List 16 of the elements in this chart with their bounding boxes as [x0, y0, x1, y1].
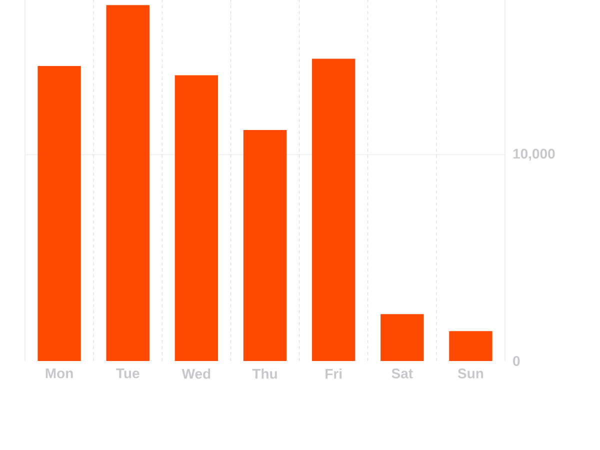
bar: [243, 130, 287, 361]
bar: [38, 66, 81, 361]
x-tick-label: Sun: [458, 368, 484, 378]
y-tick-label: 10,000: [513, 148, 555, 161]
x-tick-label: Sat: [392, 368, 413, 378]
x-tick-label: Thu: [252, 368, 277, 379]
bar: [312, 58, 356, 361]
bar: [380, 314, 424, 361]
bar: [174, 75, 218, 361]
y-tick-label: 0: [513, 356, 520, 366]
x-tick-label: Fri: [326, 368, 342, 379]
bar: [449, 331, 492, 361]
x-tick-label: Tue: [116, 368, 140, 378]
x-tick-label: Mon: [46, 368, 73, 378]
bar: [106, 5, 150, 361]
x-tick-label: Wed: [182, 368, 210, 379]
